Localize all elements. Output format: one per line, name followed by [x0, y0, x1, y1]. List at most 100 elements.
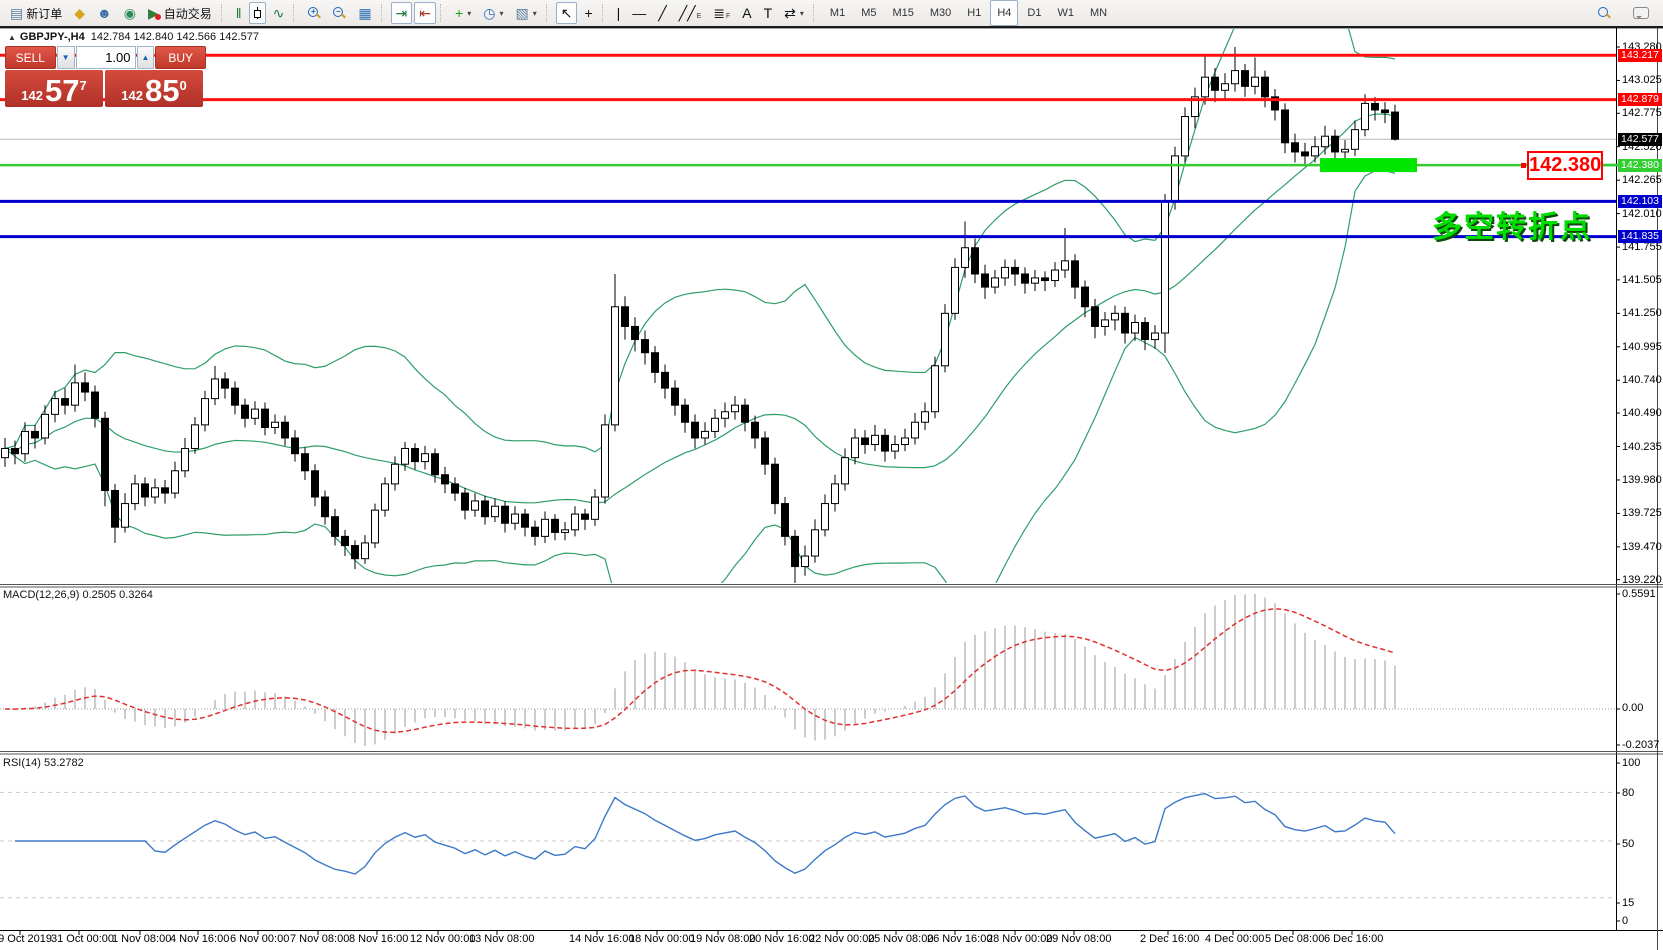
price-tick: 142.010 [1622, 207, 1662, 220]
price-tick: 140.995 [1622, 340, 1662, 353]
chart-shift-icon[interactable]: ⇤ [414, 2, 437, 24]
time-axis-label: 19 Nov 08:00 [690, 933, 756, 945]
buy-price-box[interactable]: 142 85 0 [105, 70, 203, 107]
indicators-icon[interactable]: + ▾ [455, 5, 472, 21]
toolbar-separator [601, 4, 608, 22]
main-chart-panel [0, 29, 1616, 583]
timeframe-m5[interactable]: M5 [861, 7, 877, 19]
price-tick: 139.220 [1622, 573, 1662, 586]
level-callout-142380[interactable]: 142.380 [1521, 151, 1603, 180]
rsi-axis-tick: 100 [1622, 757, 1641, 769]
macd-label: MACD(12,26,9) 0.2505 0.3264 [3, 589, 153, 601]
timeframe-mn[interactable]: MN [1089, 7, 1108, 19]
timeframe-h4[interactable]: H4 [990, 0, 1019, 26]
symbol-label: GBPJPY-,H4 [19, 31, 85, 43]
price-tick: 139.980 [1622, 473, 1662, 486]
time-axis-label: 2 Dec 16:00 [1140, 933, 1200, 945]
vertical-line-icon[interactable]: | [616, 5, 621, 21]
time-axis-label: 6 Nov 00:00 [230, 933, 290, 945]
collapse-panel-icon[interactable]: ▲ [8, 33, 16, 42]
one-click-trade-panel: SELL ▼ ▲ BUY 142 57 7 142 85 0 [5, 46, 206, 107]
price-tag: 141.835 [1618, 230, 1662, 244]
time-axis-label: 12 Nov 00:00 [410, 933, 476, 945]
toolbar-separator [440, 4, 446, 22]
panel-borders [0, 27, 1663, 950]
macd-panel [0, 594, 1616, 746]
text-icon[interactable]: A [742, 5, 752, 21]
price-tick: 140.740 [1622, 374, 1662, 387]
horizontal-line-icon[interactable]: — [632, 5, 647, 21]
time-axis-label: 29 Nov 08:00 [1046, 933, 1112, 945]
cursor-icon[interactable]: ↖ [555, 2, 578, 24]
price-tick: 141.755 [1622, 241, 1662, 254]
rsi-panel [0, 791, 1616, 899]
market-watch-icon[interactable]: ◆ [74, 5, 86, 21]
time-axis-label: 26 Nov 16:00 [927, 933, 993, 945]
price-tag: 142.879 [1618, 93, 1662, 107]
time-axis-label: 1 Nov 08:00 [112, 933, 172, 945]
crosshair-icon[interactable]: + [584, 5, 593, 21]
timeframe-d1[interactable]: D1 [1027, 7, 1042, 19]
search-icon[interactable] [1593, 2, 1616, 24]
sell-button[interactable]: SELL [5, 46, 56, 69]
macd-axis-tick: 0.5591 [1622, 588, 1656, 600]
sell-price-big: 142 [21, 88, 43, 103]
price-tick: 141.505 [1622, 273, 1662, 286]
price-tick: 141.250 [1622, 307, 1662, 320]
buy-price-big: 142 [121, 88, 143, 103]
timeframe-m15[interactable]: M15 [892, 7, 914, 19]
text-label-icon[interactable]: T [763, 5, 773, 21]
templates-icon[interactable]: ▧ ▾ [515, 5, 537, 21]
sell-price-main: 57 [44, 73, 80, 108]
zoom-out-icon[interactable]: − [328, 2, 351, 24]
periods-icon[interactable]: ◷ ▾ [483, 5, 504, 21]
chat-icon[interactable] [1628, 2, 1654, 24]
volume-input[interactable] [75, 46, 136, 69]
line-chart-icon[interactable]: ∿ [272, 5, 285, 21]
sell-price-box[interactable]: 142 57 7 [5, 70, 103, 107]
time-axis-label: 31 Oct 00:00 [51, 933, 114, 945]
candles-layer [1, 47, 1399, 583]
price-tag: 143.217 [1618, 48, 1662, 62]
time-axis-label: 4 Nov 16:00 [170, 933, 230, 945]
timeframe-m30[interactable]: M30 [929, 7, 952, 19]
axis-tick-marks [19, 46, 1620, 935]
navigator-icon[interactable]: ☻ [97, 5, 112, 21]
level-lines [0, 53, 1618, 239]
toolbar-separator [812, 4, 819, 22]
time-axis-label: 18 Nov 00:00 [629, 933, 695, 945]
equidistant-channel-icon[interactable]: ╱╱ E [678, 5, 702, 21]
chart-header: ▲ GBPJPY-,H4 142.784 142.840 142.566 142.5… [8, 31, 259, 43]
timeframe-h1[interactable]: H1 [967, 7, 982, 19]
buy-price-main: 85 [144, 73, 180, 108]
trendline-icon[interactable]: ╱ [658, 5, 667, 21]
volume-up-button[interactable]: ▲ [136, 46, 155, 69]
toolbar-separator [380, 4, 387, 22]
rsi-axis-tick: 0 [1622, 915, 1629, 927]
time-axis-label: 6 Dec 16:00 [1324, 933, 1384, 945]
time-axis-label: 4 Dec 00:00 [1205, 933, 1265, 945]
macd-axis-tick: 0.00 [1622, 702, 1644, 714]
sell-price-sup: 7 [79, 78, 87, 93]
bollinger-bands [4, 29, 1396, 583]
tile-windows-icon[interactable]: ▦ [358, 5, 372, 21]
fibonacci-icon[interactable]: ≣ F [713, 5, 731, 21]
auto-trading-button[interactable]: ▶ 自动交易 [147, 5, 212, 21]
buy-button[interactable]: BUY [155, 46, 206, 69]
new-order-button[interactable]: ▤ 新订单 [10, 5, 63, 21]
time-axis-label: 5 Dec 08:00 [1265, 933, 1325, 945]
zoom-in-icon[interactable]: + [303, 2, 326, 24]
arrows-icon[interactable]: ⇄ ▾ [784, 5, 804, 21]
time-axis-label: 22 Nov 00:00 [809, 933, 875, 945]
volume-down-button[interactable]: ▼ [56, 46, 75, 69]
bar-chart-icon[interactable]: ‖ [235, 5, 242, 21]
rsi-label: RSI(14) 53.2782 [3, 757, 84, 769]
timeframe-m1[interactable]: M1 [829, 7, 846, 19]
rsi-axis-tick: 80 [1622, 787, 1635, 799]
timeframe-w1[interactable]: W1 [1057, 7, 1074, 19]
candlestick-chart-icon[interactable] [248, 2, 266, 24]
data-window-icon[interactable]: ◉ [123, 5, 136, 21]
price-tick: 139.725 [1622, 507, 1662, 520]
auto-scroll-icon[interactable]: ⇥ [390, 2, 413, 24]
